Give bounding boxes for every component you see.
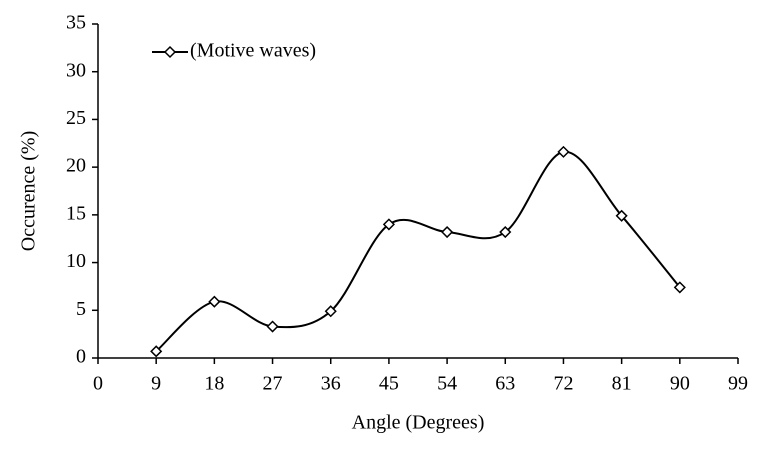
marker <box>499 225 512 239</box>
y-tick-label: 15 <box>66 202 86 224</box>
y-tick-label: 30 <box>66 59 86 81</box>
x-tick-label: 90 <box>670 373 690 395</box>
y-tick-label: 35 <box>66 12 86 34</box>
marker <box>324 305 337 318</box>
x-axis-title: Angle (Degrees) <box>352 412 485 434</box>
marker <box>615 209 628 222</box>
y-tick-label: 0 <box>76 346 86 368</box>
x-tick-label: 27 <box>263 373 283 395</box>
marker <box>441 225 454 239</box>
marker <box>557 145 570 158</box>
marker <box>673 281 686 294</box>
x-tick-label: 18 <box>204 373 224 395</box>
x-tick-label: 81 <box>612 373 632 395</box>
y-axis-title: Occurence (%) <box>18 131 40 251</box>
x-tick-label: 63 <box>495 373 515 395</box>
x-tick-label: 72 <box>553 373 573 395</box>
x-tick-label: 45 <box>379 373 399 395</box>
marker <box>150 345 163 358</box>
x-tick-label: 36 <box>321 373 341 395</box>
y-tick-label: 20 <box>66 155 86 177</box>
legend-label: (Motive waves) <box>190 40 316 62</box>
y-tick-label: 5 <box>76 298 86 320</box>
legend-marker <box>163 45 177 59</box>
y-tick-label: 10 <box>66 250 86 272</box>
y-tick-label: 25 <box>66 107 86 129</box>
x-tick-label: 54 <box>437 373 457 395</box>
marker <box>208 295 221 308</box>
marker <box>382 218 395 231</box>
x-tick-label: 9 <box>151 373 161 395</box>
x-tick-label: 0 <box>93 373 103 395</box>
series-line <box>155 150 681 353</box>
x-tick-label: 99 <box>728 373 748 395</box>
marker <box>266 320 279 333</box>
